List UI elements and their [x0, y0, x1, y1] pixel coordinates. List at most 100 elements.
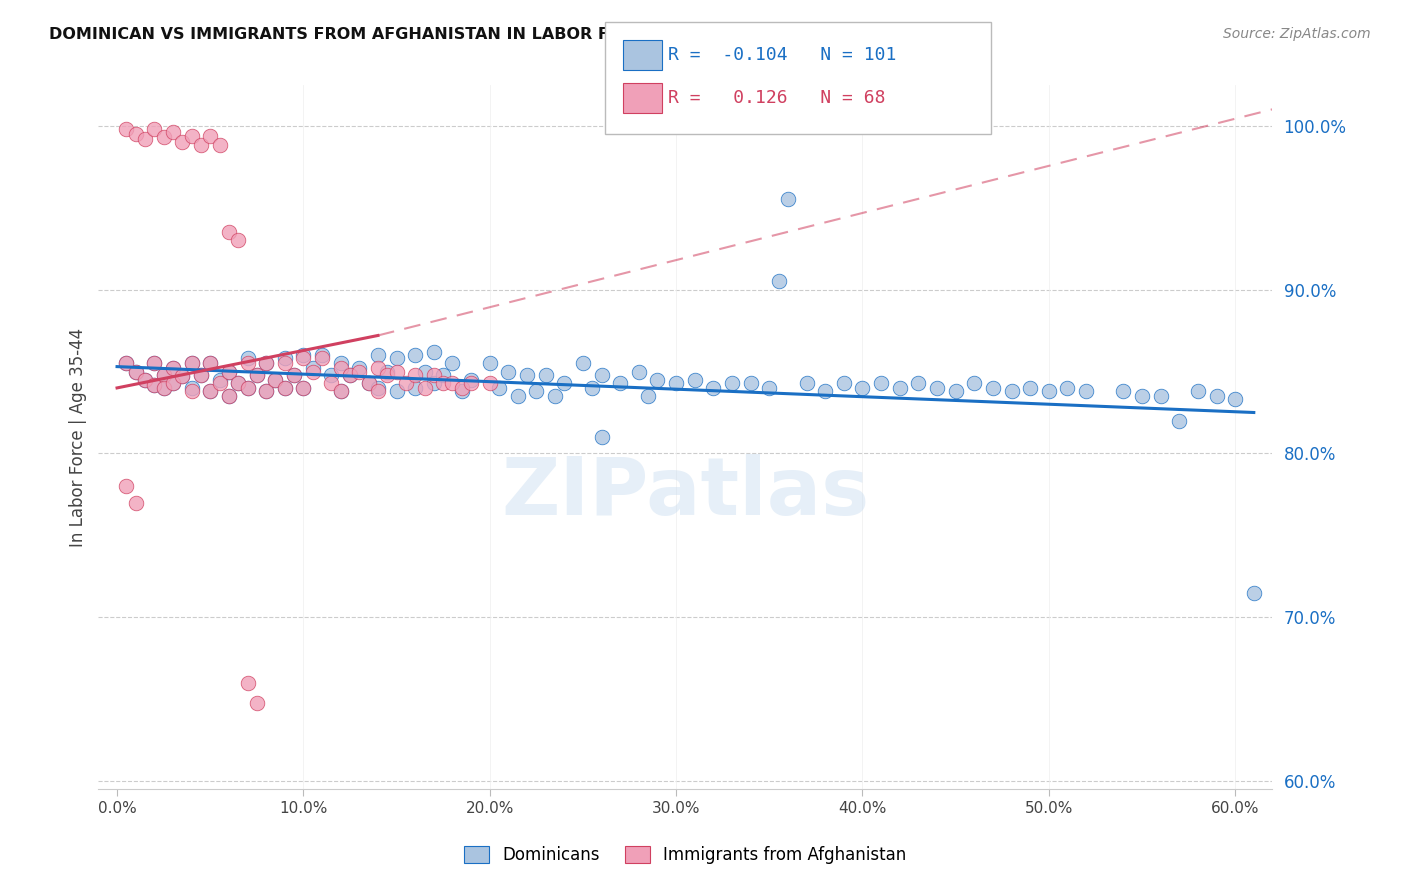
Point: [172, 369, 194, 384]
Point: [572, 356, 595, 370]
Point: [432, 368, 454, 382]
Point: [524, 384, 547, 399]
Point: [357, 376, 380, 390]
Point: [143, 356, 166, 370]
Point: [851, 381, 873, 395]
Point: [301, 365, 323, 379]
Point: [591, 368, 613, 382]
Point: [1205, 389, 1227, 403]
Point: [226, 376, 249, 390]
Point: [200, 384, 222, 399]
Point: [152, 130, 174, 145]
Point: [1149, 389, 1171, 403]
Point: [404, 348, 426, 362]
Point: [432, 376, 454, 390]
Y-axis label: In Labor Force | Age 35-44: In Labor Force | Age 35-44: [69, 327, 87, 547]
Point: [665, 376, 688, 390]
Point: [1223, 392, 1246, 407]
Text: R =  -0.104   N = 101: R = -0.104 N = 101: [668, 46, 896, 64]
Point: [375, 365, 398, 379]
Point: [553, 376, 575, 390]
Point: [283, 368, 305, 382]
Point: [1038, 384, 1060, 399]
Point: [758, 381, 780, 395]
Point: [627, 365, 650, 379]
Point: [143, 356, 166, 370]
Point: [385, 384, 408, 399]
Point: [115, 356, 138, 370]
Point: [292, 351, 315, 366]
Point: [236, 356, 259, 370]
Point: [349, 365, 371, 379]
Point: [478, 376, 501, 390]
Point: [125, 365, 148, 379]
Point: [200, 356, 222, 370]
Point: [172, 369, 194, 384]
Point: [283, 368, 305, 382]
Point: [339, 368, 361, 382]
Point: [357, 376, 380, 390]
Point: [925, 381, 948, 395]
Point: [423, 368, 446, 382]
Point: [254, 356, 277, 370]
Point: [385, 365, 408, 379]
Point: [321, 376, 343, 390]
Point: [683, 373, 706, 387]
Point: [125, 495, 148, 509]
Point: [236, 676, 259, 690]
Text: ZIPatlas: ZIPatlas: [502, 454, 869, 533]
Point: [1243, 586, 1265, 600]
Point: [506, 389, 529, 403]
Point: [647, 373, 669, 387]
Point: [311, 348, 333, 362]
Point: [423, 344, 446, 359]
Point: [488, 381, 510, 395]
Point: [180, 356, 202, 370]
Point: [152, 381, 174, 395]
Point: [814, 384, 837, 399]
Point: [404, 368, 426, 382]
Point: [162, 361, 184, 376]
Point: [162, 361, 184, 376]
Legend: Dominicans, Immigrants from Afghanistan: Dominicans, Immigrants from Afghanistan: [456, 838, 915, 872]
Point: [246, 368, 269, 382]
Point: [516, 368, 538, 382]
Point: [776, 193, 799, 207]
Point: [162, 376, 184, 390]
Point: [534, 368, 557, 382]
Point: [172, 135, 194, 149]
Point: [889, 381, 911, 395]
Point: [321, 368, 343, 382]
Point: [1074, 384, 1097, 399]
Point: [143, 122, 166, 136]
Point: [768, 274, 790, 288]
Point: [349, 361, 371, 376]
Point: [152, 368, 174, 382]
Point: [413, 365, 436, 379]
Point: [329, 361, 352, 376]
Point: [162, 376, 184, 390]
Point: [329, 384, 352, 399]
Point: [274, 381, 297, 395]
Point: [208, 373, 231, 387]
Point: [423, 376, 446, 390]
Point: [246, 696, 269, 710]
Point: [246, 368, 269, 382]
Point: [498, 365, 520, 379]
Point: [609, 376, 631, 390]
Point: [115, 479, 138, 493]
Point: [981, 381, 1004, 395]
Point: [218, 365, 240, 379]
Point: [367, 381, 389, 395]
Point: [591, 430, 613, 444]
Point: [254, 384, 277, 399]
Point: [450, 381, 472, 395]
Point: [1056, 381, 1078, 395]
Point: [180, 381, 202, 395]
Point: [1019, 381, 1042, 395]
Point: [702, 381, 724, 395]
Point: [200, 356, 222, 370]
Point: [254, 356, 277, 370]
Point: [180, 356, 202, 370]
Point: [152, 381, 174, 395]
